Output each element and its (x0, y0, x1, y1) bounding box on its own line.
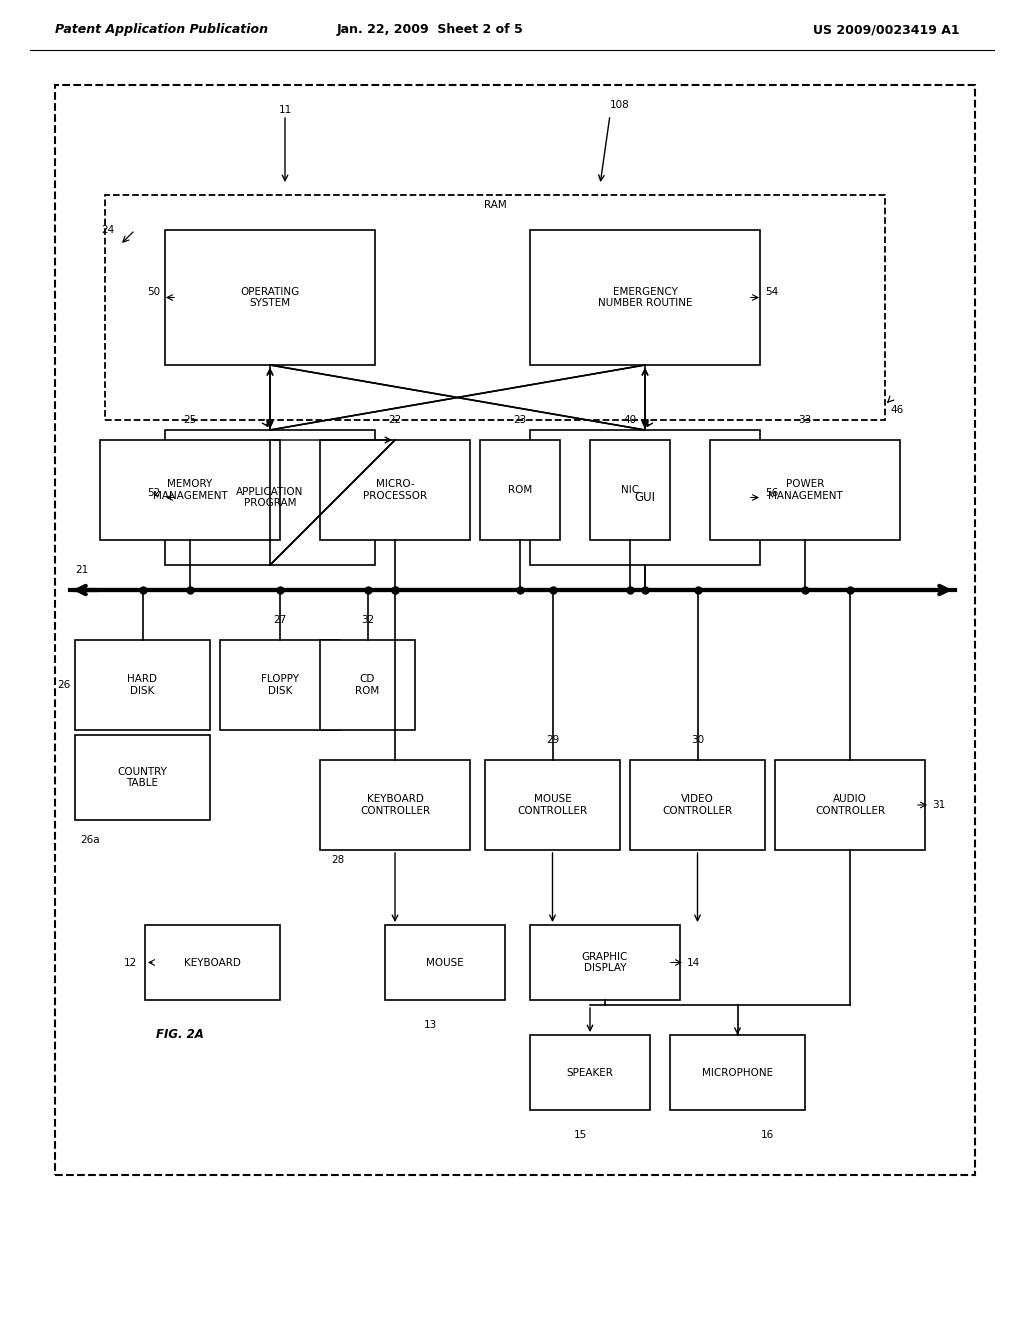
FancyBboxPatch shape (485, 760, 620, 850)
FancyBboxPatch shape (220, 640, 340, 730)
FancyBboxPatch shape (530, 1035, 650, 1110)
Text: 32: 32 (360, 615, 374, 624)
Text: 31: 31 (932, 800, 945, 810)
Text: CD
ROM: CD ROM (355, 675, 380, 696)
Text: 28: 28 (332, 855, 345, 865)
FancyBboxPatch shape (710, 440, 900, 540)
FancyBboxPatch shape (590, 440, 670, 540)
Text: 26a: 26a (80, 836, 99, 845)
Text: KEYBOARD
CONTROLLER: KEYBOARD CONTROLLER (360, 795, 430, 816)
FancyBboxPatch shape (319, 440, 470, 540)
Text: 23: 23 (513, 414, 526, 425)
Text: 11: 11 (279, 106, 292, 115)
Text: POWER
MANAGEMENT: POWER MANAGEMENT (768, 479, 843, 500)
Text: 16: 16 (761, 1130, 774, 1140)
Text: MEMORY
MANAGEMENT: MEMORY MANAGEMENT (153, 479, 227, 500)
FancyBboxPatch shape (530, 430, 760, 565)
Text: Patent Application Publication: Patent Application Publication (55, 24, 268, 37)
Text: VIDEO
CONTROLLER: VIDEO CONTROLLER (663, 795, 732, 816)
Text: MOUSE: MOUSE (426, 957, 464, 968)
Text: 29: 29 (546, 735, 559, 744)
Text: 40: 40 (624, 414, 637, 425)
FancyBboxPatch shape (385, 925, 505, 1001)
FancyBboxPatch shape (75, 640, 210, 730)
FancyBboxPatch shape (670, 1035, 805, 1110)
Text: 56: 56 (765, 487, 778, 498)
Text: 46: 46 (890, 405, 903, 414)
Text: 26: 26 (56, 680, 70, 690)
Text: MICRO-
PROCESSOR: MICRO- PROCESSOR (362, 479, 427, 500)
Text: HARD
DISK: HARD DISK (128, 675, 158, 696)
Text: MOUSE
CONTROLLER: MOUSE CONTROLLER (517, 795, 588, 816)
FancyBboxPatch shape (530, 230, 760, 366)
Text: MICROPHONE: MICROPHONE (701, 1068, 773, 1077)
Text: EMERGENCY
NUMBER ROUTINE: EMERGENCY NUMBER ROUTINE (598, 286, 692, 309)
Text: 54: 54 (765, 288, 778, 297)
FancyBboxPatch shape (775, 760, 925, 850)
Text: 108: 108 (610, 100, 630, 110)
Text: 14: 14 (687, 957, 700, 968)
FancyBboxPatch shape (145, 925, 280, 1001)
Text: APPLICATION
PROGRAM: APPLICATION PROGRAM (237, 487, 304, 508)
Text: 27: 27 (273, 615, 287, 624)
Text: COUNTRY
TABLE: COUNTRY TABLE (118, 767, 168, 788)
Text: US 2009/0023419 A1: US 2009/0023419 A1 (813, 24, 961, 37)
Text: SPEAKER: SPEAKER (566, 1068, 613, 1077)
Text: 21: 21 (75, 565, 88, 576)
FancyBboxPatch shape (530, 925, 680, 1001)
Text: FLOPPY
DISK: FLOPPY DISK (261, 675, 299, 696)
FancyBboxPatch shape (165, 230, 375, 366)
FancyBboxPatch shape (75, 735, 210, 820)
Text: KEYBOARD: KEYBOARD (184, 957, 241, 968)
Text: ROM: ROM (508, 484, 532, 495)
Text: 13: 13 (423, 1020, 436, 1030)
Text: 50: 50 (146, 288, 160, 297)
Text: AUDIO
CONTROLLER: AUDIO CONTROLLER (815, 795, 885, 816)
Text: NIC: NIC (621, 484, 639, 495)
Text: 22: 22 (388, 414, 401, 425)
Text: OPERATING
SYSTEM: OPERATING SYSTEM (241, 286, 300, 309)
Text: 25: 25 (183, 414, 197, 425)
Text: GUI: GUI (635, 491, 655, 504)
Text: GRAPHIC
DISPLAY: GRAPHIC DISPLAY (582, 952, 628, 973)
Text: 12: 12 (124, 957, 137, 968)
Text: 15: 15 (573, 1130, 587, 1140)
Text: FIG. 2A: FIG. 2A (156, 1028, 204, 1041)
Text: 30: 30 (691, 735, 705, 744)
Text: RAM: RAM (483, 201, 507, 210)
Text: Jan. 22, 2009  Sheet 2 of 5: Jan. 22, 2009 Sheet 2 of 5 (337, 24, 523, 37)
FancyBboxPatch shape (319, 760, 470, 850)
FancyBboxPatch shape (165, 430, 375, 565)
Text: 52: 52 (146, 487, 160, 498)
FancyBboxPatch shape (480, 440, 560, 540)
Text: 24: 24 (101, 224, 115, 235)
FancyBboxPatch shape (630, 760, 765, 850)
FancyBboxPatch shape (100, 440, 280, 540)
FancyBboxPatch shape (319, 640, 415, 730)
Text: 33: 33 (799, 414, 812, 425)
